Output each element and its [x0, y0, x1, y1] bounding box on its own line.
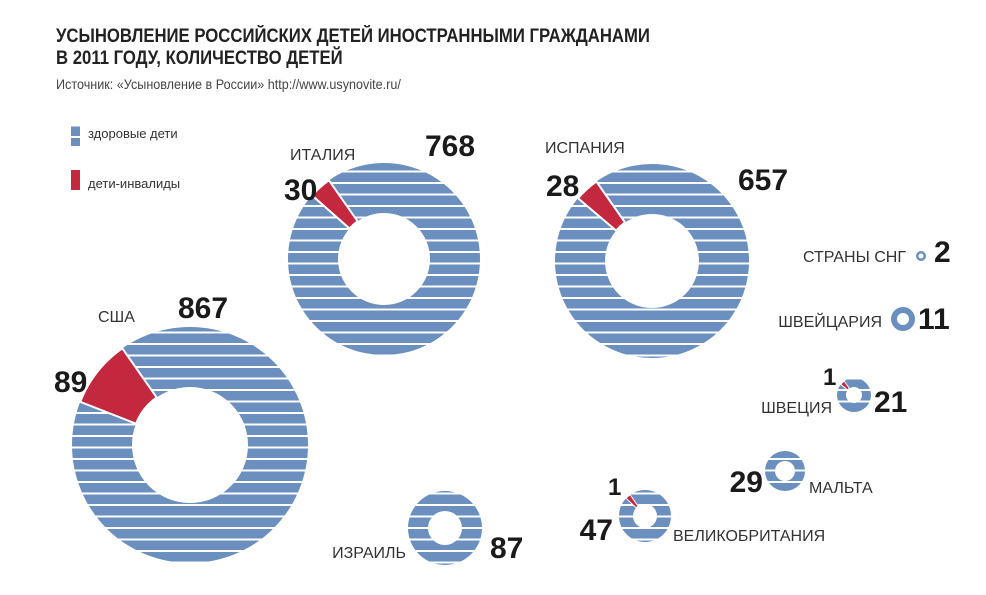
legend-label-healthy: здоровые дети: [88, 126, 178, 141]
country-label: ИСПАНИЯ: [545, 140, 625, 157]
healthy-value-label: 87: [490, 532, 523, 565]
disabled-value-label: 1: [823, 364, 836, 391]
country-label: МАЛЬТА: [809, 480, 873, 497]
title-line-2: В 2011 ГОДУ, КОЛИЧЕСТВО ДЕТЕЙ: [56, 48, 343, 69]
country-label: ВЕЛИКОБРИТАНИЯ: [673, 528, 825, 545]
country-label: ИТАЛИЯ: [290, 147, 355, 164]
healthy-value-label: 47: [580, 514, 613, 547]
chart-title: УСЫНОВЛЕНИЕ РОССИЙСКИХ ДЕТЕЙ ИНОСТРАННЫМ…: [56, 26, 650, 70]
disabled-value-label: 28: [546, 170, 579, 203]
country-label: США: [98, 309, 135, 326]
healthy-value-label: 768: [425, 130, 475, 163]
donut-2: ИСПАНИЯ 657 28: [545, 140, 788, 358]
donut-0: США 867 89: [54, 292, 308, 563]
healthy-value-label: 21: [874, 386, 907, 419]
country-label: ШВЕЦИЯ: [761, 400, 832, 417]
disabled-value-label: 1: [608, 474, 621, 501]
slice-healthy: [765, 451, 805, 491]
donut-8: ВЕЛИКОБРИТАНИЯ 47 1: [580, 474, 826, 547]
title-line-1: УСЫНОВЛЕНИЕ РОССИЙСКИХ ДЕТЕЙ ИНОСТРАННЫМ…: [56, 26, 650, 47]
slice-disabled: [310, 178, 360, 230]
legend-swatch-disabled: [71, 170, 80, 190]
healthy-value-label: 11: [918, 303, 950, 336]
healthy-value-label: 2: [934, 236, 951, 269]
healthy-value-label: 657: [738, 164, 788, 197]
slice-disabled: [840, 380, 851, 391]
legend: здоровые дети дети-инвалиды: [71, 126, 180, 191]
healthy-value-label: 29: [730, 466, 763, 499]
donut-3: ИЗРАИЛЬ 87: [332, 491, 523, 565]
slice-healthy: [916, 251, 926, 261]
donut-5: ШВЕЙЦАРИЯ 11: [778, 303, 949, 336]
legend-label-disabled: дети-инвалиды: [88, 176, 180, 191]
donut-6: ШВЕЦИЯ 21 1: [761, 364, 907, 419]
disabled-value-label: 30: [284, 174, 317, 207]
donut-4: СТРАНЫ СНГ 2: [803, 236, 951, 269]
healthy-value-label: 867: [178, 292, 228, 325]
country-label: ШВЕЙЦАРИЯ: [778, 312, 882, 331]
slice-disabled: [625, 494, 639, 509]
donut-7: МАЛЬТА 29: [730, 451, 873, 499]
country-label: ИЗРАИЛЬ: [332, 545, 406, 562]
slice-disabled: [78, 346, 159, 426]
chart-source: Источник: «Усыновление в России» http://…: [56, 76, 401, 92]
legend-swatch-healthy: [71, 126, 80, 146]
slice-healthy: [891, 307, 915, 331]
slice-disabled: [576, 180, 627, 233]
country-label: СТРАНЫ СНГ: [803, 249, 906, 266]
disabled-value-label: 89: [54, 366, 87, 399]
slice-healthy: [408, 491, 482, 565]
donut-1: ИТАЛИЯ 768 30: [284, 130, 480, 355]
